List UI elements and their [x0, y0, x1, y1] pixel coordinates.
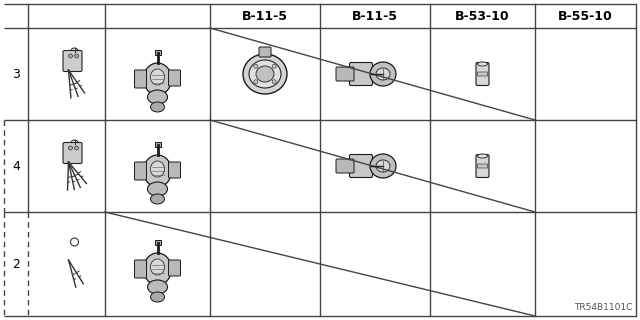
FancyBboxPatch shape [168, 260, 180, 276]
Ellipse shape [150, 259, 164, 275]
Circle shape [74, 146, 79, 150]
Text: 2: 2 [12, 258, 20, 270]
Text: B-11-5: B-11-5 [352, 10, 398, 22]
Ellipse shape [150, 292, 164, 302]
Bar [154, 240, 161, 245]
Ellipse shape [147, 90, 168, 104]
Circle shape [254, 64, 258, 68]
Ellipse shape [370, 154, 396, 178]
Ellipse shape [143, 253, 172, 285]
FancyBboxPatch shape [349, 62, 372, 85]
FancyBboxPatch shape [134, 260, 147, 278]
FancyBboxPatch shape [63, 142, 82, 164]
FancyBboxPatch shape [259, 47, 271, 57]
Ellipse shape [150, 69, 164, 85]
Ellipse shape [249, 60, 281, 88]
Circle shape [68, 54, 72, 58]
Circle shape [272, 80, 276, 84]
Ellipse shape [243, 54, 287, 94]
Ellipse shape [150, 102, 164, 112]
Bar [154, 50, 161, 55]
Circle shape [68, 146, 72, 150]
Ellipse shape [376, 68, 390, 80]
FancyBboxPatch shape [336, 159, 354, 173]
FancyBboxPatch shape [476, 155, 489, 178]
Ellipse shape [147, 280, 168, 294]
Text: 3: 3 [12, 68, 20, 81]
Text: B-55-10: B-55-10 [558, 10, 613, 22]
FancyBboxPatch shape [134, 70, 147, 88]
FancyBboxPatch shape [168, 162, 180, 178]
FancyBboxPatch shape [336, 67, 354, 81]
Text: B-11-5: B-11-5 [242, 10, 288, 22]
Ellipse shape [477, 154, 488, 158]
FancyBboxPatch shape [349, 155, 372, 178]
Text: B-53-10: B-53-10 [455, 10, 510, 22]
FancyBboxPatch shape [134, 162, 147, 180]
Text: TR54B1101C: TR54B1101C [573, 303, 632, 312]
Circle shape [272, 64, 276, 68]
Ellipse shape [150, 194, 164, 204]
Ellipse shape [370, 62, 396, 86]
Ellipse shape [477, 62, 488, 66]
FancyBboxPatch shape [477, 164, 488, 168]
Ellipse shape [376, 160, 390, 172]
Ellipse shape [143, 155, 172, 187]
Circle shape [254, 80, 258, 84]
Ellipse shape [150, 161, 164, 177]
Text: 4: 4 [12, 159, 20, 172]
FancyBboxPatch shape [476, 62, 489, 85]
Ellipse shape [256, 66, 274, 82]
FancyBboxPatch shape [168, 70, 180, 86]
Ellipse shape [147, 182, 168, 196]
FancyBboxPatch shape [63, 51, 82, 71]
FancyBboxPatch shape [477, 72, 488, 76]
Circle shape [74, 54, 79, 58]
Bar [154, 142, 161, 147]
Ellipse shape [143, 63, 172, 95]
